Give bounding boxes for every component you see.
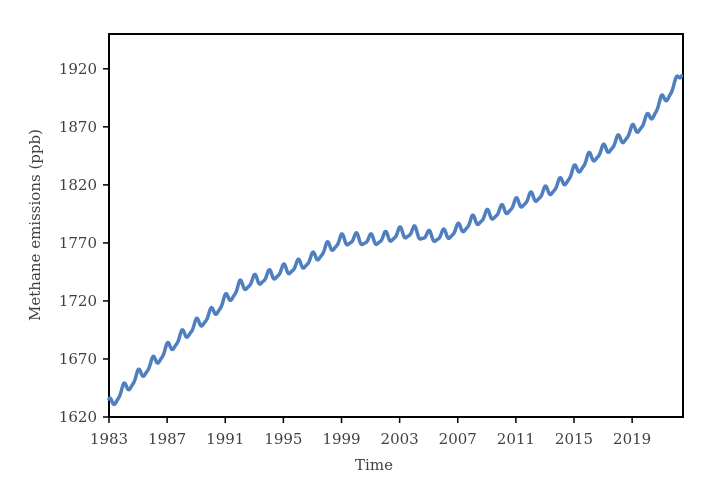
x-tick-label: 2007 — [439, 430, 477, 448]
x-tick-label: 2015 — [555, 430, 593, 448]
x-tick-label: 2011 — [497, 430, 535, 448]
x-tick-label: 1987 — [148, 430, 186, 448]
y-tick-label: 1870 — [59, 118, 97, 136]
x-tick-label: 1999 — [322, 430, 360, 448]
y-tick-label: 1820 — [59, 176, 97, 194]
x-tick-label: 1991 — [206, 430, 244, 448]
y-tick-label: 1720 — [59, 292, 97, 310]
x-axis-title: Time — [355, 456, 393, 474]
x-tick-label: 2019 — [613, 430, 651, 448]
y-axis-ticks: 1620 1670 1720 1770 1820 1870 1920 — [59, 60, 109, 426]
y-axis-title: Methane emissions (ppb) — [26, 129, 44, 321]
y-tick-label: 1620 — [59, 408, 97, 426]
x-tick-label: 1995 — [264, 430, 302, 448]
x-tick-label: 1983 — [90, 430, 128, 448]
plot-frame — [108, 33, 684, 418]
y-tick-label: 1670 — [59, 350, 97, 368]
y-tick-label: 1920 — [59, 60, 97, 78]
y-tick-label: 1770 — [59, 234, 97, 252]
x-axis-ticks: 1983 1987 1991 1995 1999 2003 2007 2011 2015 2019 — [90, 417, 651, 448]
methane-series-line — [107, 74, 684, 407]
x-tick-label: 2003 — [381, 430, 419, 448]
